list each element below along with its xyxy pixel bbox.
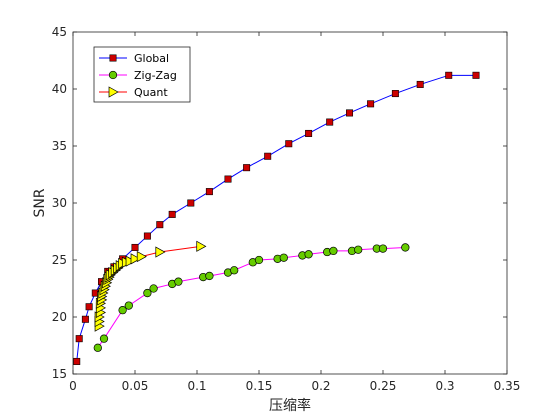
data-point [224, 175, 232, 183]
x-tick-label: 0.3 [435, 379, 454, 393]
legend-label: Zig-Zag [134, 69, 177, 82]
legend-label: Global [134, 52, 169, 65]
data-point [354, 245, 363, 254]
data-point [124, 301, 133, 310]
data-point [205, 188, 213, 196]
data-point [304, 250, 313, 259]
x-tick-label: 0.1 [187, 379, 206, 393]
data-point [472, 71, 480, 79]
data-point [230, 266, 239, 275]
x-tick-label: 0.2 [311, 379, 330, 393]
x-tick-label: 0.15 [246, 379, 273, 393]
series-quant [94, 240, 207, 332]
data-point [367, 100, 375, 108]
data-point [285, 140, 293, 148]
data-point [85, 303, 93, 311]
data-point [329, 246, 338, 256]
data-point [305, 129, 313, 137]
data-point [99, 334, 109, 343]
legend-entry: Zig-Zag [99, 69, 177, 82]
data-point [149, 284, 158, 293]
data-point [93, 343, 102, 352]
data-point [75, 335, 83, 343]
data-point [168, 210, 176, 218]
series-layer [73, 71, 480, 365]
x-tick-label: 0.05 [122, 379, 149, 393]
x-axis-label: 压缩率 [269, 397, 311, 414]
series-zig-zag [93, 243, 410, 352]
data-point [187, 199, 195, 207]
data-point [118, 306, 127, 315]
data-point [326, 118, 334, 126]
data-point [131, 243, 139, 251]
data-point [125, 255, 136, 267]
data-point [205, 271, 214, 281]
data-point [264, 152, 272, 160]
y-tick-label: 35 [52, 139, 67, 153]
x-tick-label: 0.35 [494, 379, 521, 393]
data-point [174, 277, 183, 286]
data-point [445, 71, 453, 79]
data-point [143, 232, 151, 240]
y-axis-label: SNR [32, 188, 48, 217]
y-tick-label: 30 [52, 196, 67, 210]
data-point [391, 90, 399, 98]
data-point [73, 357, 81, 365]
data-point [136, 250, 147, 263]
data-point [254, 255, 264, 265]
axes: 0 0.05 0.1 0.15 0.2 0.25 0.3 0.35 15 20 25 30 35 40 45 [52, 25, 521, 393]
legend-entry: Global [99, 52, 169, 65]
legend-label: Quant [134, 86, 168, 99]
legend-entry: Quant [99, 86, 168, 99]
legend-marker [109, 54, 117, 62]
y-tick-label: 15 [52, 367, 67, 381]
y-tick-label: 25 [52, 253, 67, 267]
y-tick-label: 20 [52, 310, 67, 324]
data-point [143, 288, 152, 298]
data-point [401, 243, 410, 252]
data-point [156, 221, 164, 229]
data-point [346, 109, 354, 117]
data-point [416, 80, 424, 88]
data-point [279, 253, 288, 262]
x-tick-label: 0 [69, 379, 77, 393]
legend-marker [108, 86, 119, 98]
legend-marker [108, 70, 118, 80]
data-point [196, 240, 207, 252]
data-point [81, 315, 89, 323]
data-point [130, 253, 141, 265]
y-tick-label: 40 [52, 82, 67, 96]
data-point [155, 246, 166, 258]
x-tick-label: 0.25 [370, 379, 397, 393]
y-tick-label: 45 [52, 25, 67, 39]
data-point [243, 164, 251, 172]
data-point [378, 244, 388, 253]
legend: Global Zig-Zag Quant [93, 46, 191, 103]
